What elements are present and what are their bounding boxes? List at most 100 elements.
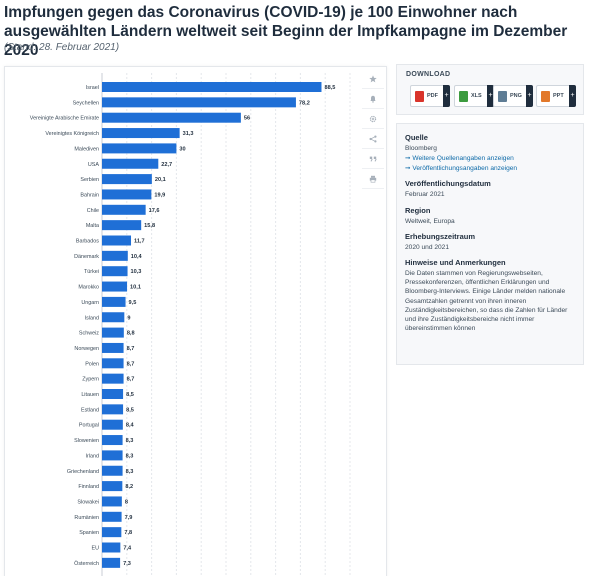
data-label: 8,3 bbox=[126, 469, 134, 475]
print-icon bbox=[369, 175, 377, 183]
category-label: Estland bbox=[81, 407, 99, 413]
quote-icon bbox=[369, 156, 377, 162]
data-label: 19,9 bbox=[154, 192, 165, 198]
bar bbox=[102, 189, 152, 200]
bar bbox=[102, 389, 124, 399]
notes: Die Daten stammen von Regierungswebseite… bbox=[405, 270, 568, 333]
data-label: 22,7 bbox=[161, 162, 172, 168]
data-label: 8,7 bbox=[127, 346, 135, 352]
category-label: USA bbox=[88, 162, 99, 168]
bar bbox=[102, 358, 124, 369]
xls-file-icon bbox=[459, 90, 468, 102]
data-label: 8,8 bbox=[127, 331, 135, 337]
data-label: 8,4 bbox=[126, 423, 135, 429]
bar bbox=[102, 112, 241, 123]
category-label: Österreich bbox=[74, 560, 99, 567]
bar bbox=[102, 296, 126, 307]
bar bbox=[102, 97, 296, 108]
category-label: Polen bbox=[85, 361, 99, 367]
download-png-label: PNG bbox=[510, 93, 522, 99]
data-label: 30 bbox=[179, 146, 185, 152]
bar bbox=[102, 174, 152, 185]
download-ppt-button[interactable]: PPT + bbox=[536, 85, 576, 107]
period-heading: Erhebungszeitraum bbox=[405, 231, 476, 241]
data-label: 15,8 bbox=[144, 223, 155, 229]
bar bbox=[102, 327, 124, 338]
download-xls-button[interactable]: XLS + bbox=[454, 85, 494, 107]
category-label: Dänemark bbox=[74, 254, 99, 260]
info-box: Quelle Bloomberg ➞ Weitere Quellenangabe… bbox=[396, 123, 584, 365]
bell-icon bbox=[370, 95, 376, 103]
download-xls-label: XLS bbox=[471, 93, 482, 99]
publication-info-link[interactable]: ➞ Veröffentlichungsangaben anzeigen bbox=[405, 164, 518, 172]
pdf-file-icon bbox=[415, 90, 424, 102]
category-label: Barbados bbox=[76, 239, 99, 245]
ppt-file-icon bbox=[541, 90, 550, 102]
data-label: 20,1 bbox=[155, 177, 166, 183]
bar bbox=[102, 82, 322, 92]
bar bbox=[102, 250, 128, 261]
data-label: 9 bbox=[127, 315, 130, 321]
data-label: 7,4 bbox=[123, 546, 132, 552]
print-button[interactable] bbox=[362, 170, 384, 189]
category-label: Slowenien bbox=[74, 438, 99, 444]
bar bbox=[102, 158, 159, 169]
plus-icon: + bbox=[569, 85, 576, 107]
data-label: 7,9 bbox=[125, 515, 133, 521]
bar bbox=[102, 128, 180, 139]
category-label: Spanien bbox=[79, 530, 99, 536]
bar bbox=[102, 527, 122, 538]
category-label: Türkei bbox=[84, 269, 99, 275]
data-label: 8 bbox=[125, 499, 128, 505]
data-label: 56 bbox=[244, 116, 250, 122]
share-button[interactable] bbox=[362, 130, 384, 149]
download-ppt-label: PPT bbox=[553, 93, 564, 99]
data-label: 10,4 bbox=[131, 254, 143, 260]
category-label: Israel bbox=[86, 85, 99, 91]
category-label: Rumänien bbox=[74, 515, 99, 521]
bar bbox=[102, 220, 142, 231]
data-label: 88,5 bbox=[324, 85, 335, 91]
download-png-button[interactable]: PNG + bbox=[493, 85, 533, 107]
category-label: Vereinigte Arabische Emirate bbox=[30, 116, 99, 122]
data-label: 7,8 bbox=[124, 530, 132, 536]
pub-date-heading: Veröffentlichungsdatum bbox=[405, 179, 491, 189]
more-sources-link[interactable]: ➞ Weitere Quellenangaben anzeigen bbox=[405, 155, 514, 163]
data-label: 8,5 bbox=[126, 407, 134, 413]
bar bbox=[102, 481, 123, 492]
category-label: Portugal bbox=[79, 423, 99, 429]
bar bbox=[102, 143, 177, 154]
favorite-button[interactable] bbox=[362, 70, 384, 89]
category-label: Malediven bbox=[74, 146, 99, 152]
period: 2020 und 2021 bbox=[405, 243, 450, 251]
page-subtitle: (Stand: 28. Februar 2021) bbox=[4, 42, 120, 53]
category-label: Zypern bbox=[82, 377, 99, 383]
download-pdf-button[interactable]: PDF + bbox=[410, 85, 450, 107]
category-label: Finnland bbox=[78, 484, 99, 490]
category-label: Slowakei bbox=[77, 499, 99, 505]
category-label: Marokko bbox=[78, 285, 99, 291]
category-label: Irland bbox=[86, 453, 100, 459]
bar bbox=[102, 465, 123, 476]
category-label: Serbien bbox=[80, 177, 99, 183]
data-label: 10,3 bbox=[131, 269, 142, 275]
share-icon bbox=[369, 135, 377, 143]
source-name: Bloomberg bbox=[405, 145, 437, 152]
cite-button[interactable] bbox=[362, 150, 384, 169]
data-label: 11,7 bbox=[134, 239, 145, 245]
settings-button[interactable] bbox=[362, 110, 384, 129]
data-label: 8,7 bbox=[127, 377, 135, 383]
download-box: DOWNLOAD PDF + XLS + PNG + PPT + bbox=[396, 64, 584, 115]
data-label: 8,3 bbox=[126, 438, 134, 444]
data-label: 8,3 bbox=[126, 453, 134, 459]
data-label: 7,3 bbox=[123, 561, 131, 567]
category-label: EU bbox=[92, 546, 100, 552]
data-label: 31,3 bbox=[183, 131, 194, 137]
category-label: Vereinigtes Königreich bbox=[45, 131, 99, 137]
download-pdf-label: PDF bbox=[427, 93, 438, 99]
notes-heading: Hinweise und Anmerkungen bbox=[405, 258, 506, 267]
category-label: Seychellen bbox=[73, 100, 99, 106]
notification-button[interactable] bbox=[362, 90, 384, 109]
star-icon bbox=[369, 75, 377, 83]
chart-panel: Israel 88,5 Seychellen 78,2 Vereinigte Arabi… bbox=[4, 66, 387, 576]
